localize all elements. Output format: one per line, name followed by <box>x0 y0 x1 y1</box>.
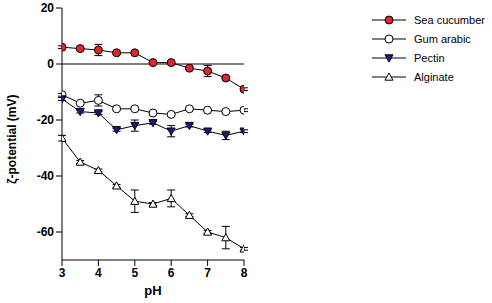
svg-text:7: 7 <box>204 266 211 280</box>
svg-text:-20: -20 <box>37 113 55 127</box>
svg-text:ζ-potential (mV): ζ-potential (mV) <box>8 94 19 184</box>
svg-text:-40: -40 <box>37 169 55 183</box>
svg-text:5: 5 <box>131 266 138 280</box>
svg-text:3: 3 <box>59 266 66 280</box>
svg-text:4: 4 <box>95 266 102 280</box>
svg-text:0: 0 <box>47 57 54 71</box>
html-text:Sea cucumber: Sea cucumber <box>414 13 485 26</box>
svg-text:20: 20 <box>41 1 55 15</box>
svg-text:pH: pH <box>144 283 161 298</box>
html-text:Pectin: Pectin <box>414 51 445 64</box>
svg-text:6: 6 <box>168 266 175 280</box>
html-text:Alginate: Alginate <box>414 70 454 83</box>
svg-text:-60: -60 <box>37 225 55 239</box>
html-text:Gum arabic: Gum arabic <box>414 32 471 45</box>
svg-text:8: 8 <box>241 266 248 280</box>
